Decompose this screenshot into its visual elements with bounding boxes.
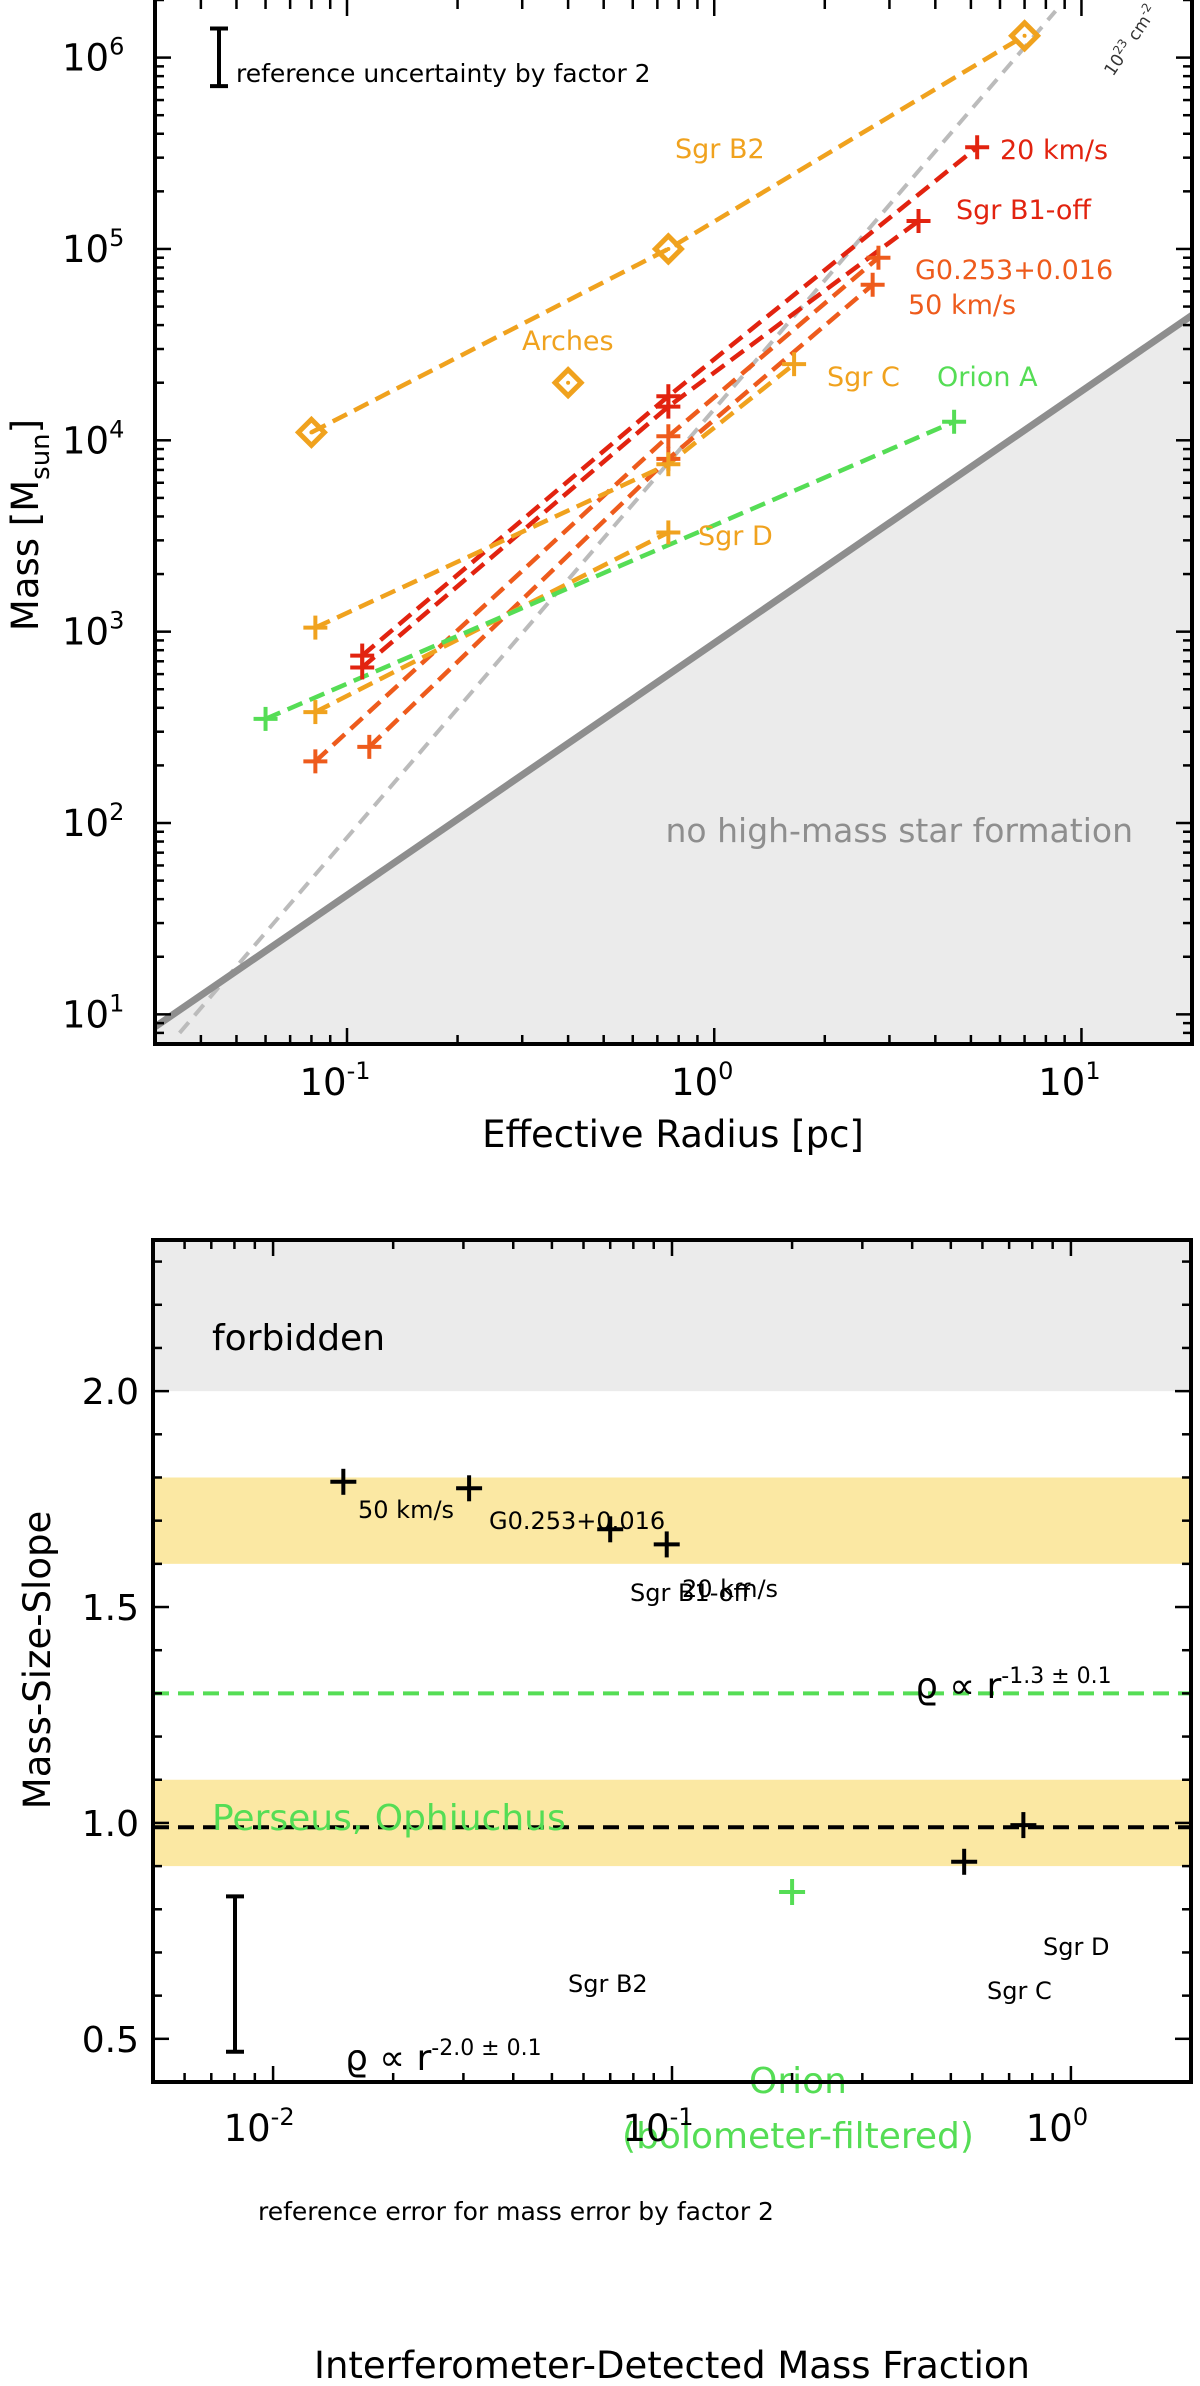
- column-density-label: 1023 cm-2: [1098, 0, 1162, 79]
- x-tick-label: 100: [671, 1057, 733, 1104]
- label-sgr-b2: Sgr B2: [675, 134, 765, 165]
- label-orion-a: Orion A: [937, 362, 1038, 393]
- marker-arches: [551, 366, 585, 400]
- y-tick-label: 1.0: [82, 1804, 139, 1845]
- marker-20-km-s: [965, 135, 990, 160]
- label-20-km-s: 20 km/s: [1000, 135, 1108, 166]
- plot1-ticks: [153, 0, 1194, 1046]
- column-density-line: [178, 9, 1058, 1035]
- label-g0-253-0-016: G0.253+0.016: [489, 1507, 665, 1535]
- x-tick-label: 10-2: [224, 2103, 295, 2150]
- slope-band-1: [153, 1477, 1191, 1564]
- y-tick-label: 102: [62, 798, 124, 845]
- marker-50-km-s: [860, 272, 885, 297]
- x-tick-label: 10-1: [622, 2103, 693, 2150]
- reference-uncertainty-bar: [210, 26, 228, 89]
- forbidden-label: forbidden: [212, 1318, 385, 1359]
- y-tick-label: 103: [62, 607, 124, 654]
- label-50-km-s: 50 km/s: [908, 290, 1016, 321]
- sgr-b2-label: Sgr B2: [568, 1970, 648, 1998]
- label-sgr-c: Sgr C: [987, 1977, 1052, 2005]
- marker-sgr-c: [782, 352, 807, 377]
- marker-sgr-b1-off: [656, 394, 681, 419]
- marker-g0-253-0-016: [303, 749, 328, 774]
- label-arches: Arches: [522, 326, 614, 357]
- density-law-label-1: ϱ ∝ r-1.3 ± 0.1: [915, 1664, 1112, 1707]
- marker-g0-253-0-016: [656, 424, 681, 449]
- label-20-km-s: 20 km/s: [682, 1575, 778, 1603]
- marker-sgr-d: [656, 520, 681, 545]
- y-tick-label: 0.5: [82, 2020, 139, 2061]
- y-tick-label: 105: [62, 224, 124, 271]
- label-sgr-d: Sgr D: [698, 521, 773, 552]
- x-tick-label: 10-1: [299, 1057, 370, 1104]
- marker-sgr-b1-off: [350, 655, 375, 680]
- slope-band-2: [153, 1779, 1191, 1867]
- marker-50-km-s: [357, 734, 382, 759]
- series-line-orion-a: [264, 419, 955, 721]
- marker-orion: [779, 1879, 806, 1906]
- series-line-sgr-b1-off: [360, 219, 920, 670]
- marker-orion-a: [253, 706, 278, 731]
- no-high-mass-region: [155, 315, 1192, 1044]
- slope-fraction-plot: forbidden Perseus, Ophiuchus Sgr B2 ϱ ∝ r-1…: [16, 1238, 1193, 2386]
- y-axis-label: Mass-Size-Slope: [16, 1511, 59, 1809]
- marker-sgr-c: [656, 452, 681, 477]
- y-tick-label: 106: [62, 33, 124, 80]
- y-tick-label: 104: [62, 415, 124, 462]
- label-sgr-c: Sgr C: [827, 362, 900, 393]
- label-g0-253-0-016: G0.253+0.016: [915, 255, 1113, 286]
- y-axis-label: Mass [Msun]: [4, 419, 56, 631]
- reference-error-bar: [226, 1894, 244, 2054]
- threshold-line: [155, 312, 1192, 1030]
- marker-sgr-d: [303, 700, 328, 725]
- x-axis-label: Interferometer-Detected Mass Fraction: [314, 2344, 1030, 2386]
- series-line-sgr-b2: [310, 33, 1026, 435]
- marker-sgr-c: [303, 615, 328, 640]
- marker-20-km-s: [653, 1531, 680, 1558]
- y-tick-label: 101: [62, 989, 124, 1036]
- x-axis-label: Effective Radius [pc]: [482, 1113, 864, 1156]
- density-law-label-2: ϱ ∝ r-2.0 ± 0.1: [345, 2036, 542, 2079]
- marker-orion-a: [942, 409, 967, 434]
- marker-sgr-c: [951, 1848, 978, 1875]
- marker-sgr-b1-off: [597, 1516, 624, 1543]
- series-line-20-km-s: [360, 145, 979, 658]
- label-sgr-b1-off: Sgr B1-off: [956, 195, 1092, 226]
- threshold-label: no high-mass star formation: [666, 811, 1133, 850]
- marker-g0-253-0-016: [456, 1475, 483, 1502]
- marker-sgr-b2: [1008, 19, 1042, 53]
- x-tick-label: 101: [1038, 1057, 1100, 1104]
- perseus-ophiuchus-label: Perseus, Ophiuchus: [212, 1798, 566, 1839]
- label-sgr-d: Sgr D: [1043, 1933, 1109, 1961]
- plot1-frame: [153, 0, 1194, 1046]
- label-sgr-b1-off: Sgr B1-off: [630, 1579, 750, 1607]
- reference-error-label: reference error for mass error by factor…: [258, 2197, 774, 2226]
- marker-sgr-b2: [651, 232, 685, 266]
- label-50-km-s: 50 km/s: [358, 1496, 454, 1524]
- reference-uncertainty-label: reference uncertainty by factor 2: [236, 59, 651, 88]
- marker-g0-253-0-016: [866, 245, 891, 270]
- forbidden-region: [153, 1240, 1191, 1392]
- y-tick-label: 1.5: [82, 1588, 139, 1629]
- mass-radius-plot: Sgr B2 Arches 20 km/s Sgr B1-off G0.253+0.01…: [4, 0, 1194, 1156]
- marker-sgr-b2: [294, 415, 328, 449]
- marker-50-km-s: [330, 1468, 357, 1495]
- plot2-ticks: [151, 1240, 1193, 2084]
- y-tick-label: 2.0: [82, 1372, 139, 1413]
- x-tick-label: 100: [1026, 2103, 1088, 2150]
- marker-sgr-d: [1010, 1812, 1037, 1839]
- label-orion-note: (bolometer-filtered): [622, 2116, 974, 2157]
- marker-sgr-b1-off: [906, 208, 931, 233]
